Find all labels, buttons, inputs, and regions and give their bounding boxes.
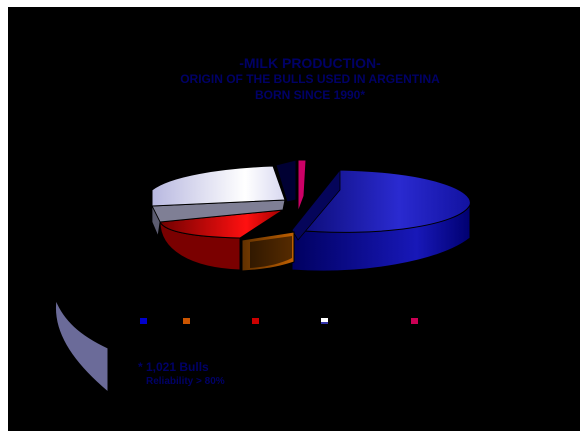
decorative-shape [54,298,109,394]
pie-slice-3 [159,209,284,271]
title-line-3: BORN SINCE 1990* [254,88,366,102]
footnote-bulls: * 1,021 Bulls [138,360,209,374]
footnote-reliability: Reliability > 80% [146,376,225,387]
footnote: * 1,021 Bulls Reliability > 80% [138,360,225,388]
pie-slice-6 [275,159,297,203]
pie-slice-7 [297,159,307,213]
title-line-2: ORIGIN OF THE BULLS USED IN ARGENTINA [180,72,440,86]
title-line-1: -MILK PRODUCTION- [239,55,381,71]
chart-title: -MILK PRODUCTION- ORIGIN OF THE BULLS US… [130,55,490,103]
pie-slice-5 [151,165,286,207]
pie-slice-1 [291,168,471,272]
pie-slice-2 [241,231,295,272]
